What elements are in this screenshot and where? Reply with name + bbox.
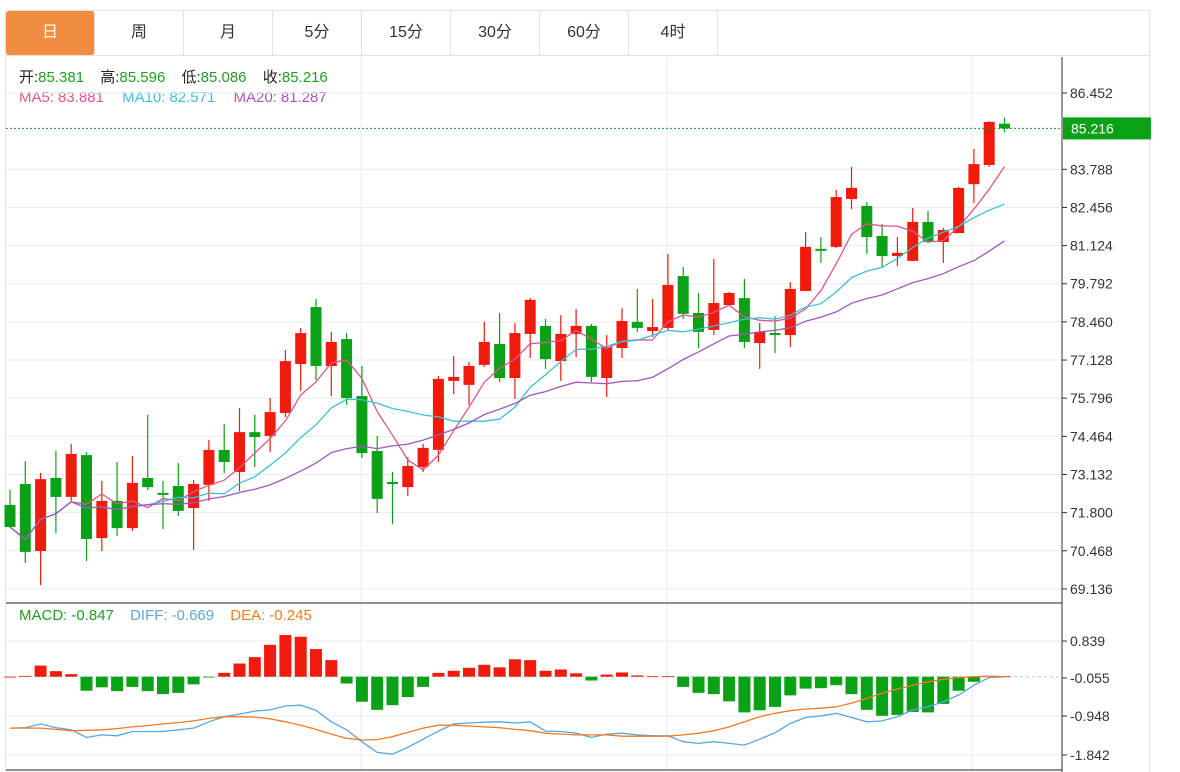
- high-value: 85.596: [119, 69, 166, 86]
- close-label: 收:: [262, 69, 282, 86]
- tab-1[interactable]: 周: [95, 11, 184, 55]
- ma5-label: MA5:: [19, 89, 55, 106]
- macd-value: -0.847: [71, 607, 114, 624]
- tab-4[interactable]: 15分: [362, 11, 451, 55]
- chart-frame: [5, 56, 1150, 772]
- period-tabs: 日周月 5分 15分 30分 60分 4时: [5, 10, 1150, 56]
- diff-value: -0.669: [171, 607, 215, 624]
- low-value: 85.086: [200, 69, 247, 86]
- tab-5[interactable]: 30分: [451, 11, 540, 55]
- diff-label: DIFF:: [130, 607, 168, 624]
- ma-readout: MA5: 83.881 MA10: 82.571 MA20: 81.287: [19, 89, 331, 106]
- ohlc-readout: 开:85.381 高:85.596 低:85.086 收:85.216: [19, 66, 332, 87]
- low-label: 低:: [181, 69, 201, 86]
- ma20-value: 81.287: [280, 89, 327, 106]
- ma5-value: 83.881: [58, 89, 104, 106]
- macd-label: MACD:: [19, 607, 68, 624]
- ma10-value: 82.571: [169, 89, 216, 106]
- open-value: 85.381: [38, 69, 85, 86]
- tab-6[interactable]: 60分: [540, 11, 629, 55]
- ma20-label: MA20:: [233, 89, 277, 106]
- tab-0[interactable]: 日: [6, 11, 95, 55]
- ma10-label: MA10:: [122, 89, 166, 106]
- macd-readout: MACD: -0.847 DIFF: -0.669 DEA: -0.245: [19, 607, 316, 624]
- high-label: 高:: [100, 69, 120, 86]
- dea-value: -0.245: [269, 607, 312, 624]
- tab-7[interactable]: 4时: [629, 11, 718, 55]
- open-label: 开:: [19, 69, 39, 86]
- tab-3[interactable]: 5分: [273, 11, 362, 55]
- dea-label: DEA:: [230, 607, 266, 624]
- tab-2[interactable]: 月: [184, 11, 273, 55]
- close-value: 85.216: [281, 69, 328, 86]
